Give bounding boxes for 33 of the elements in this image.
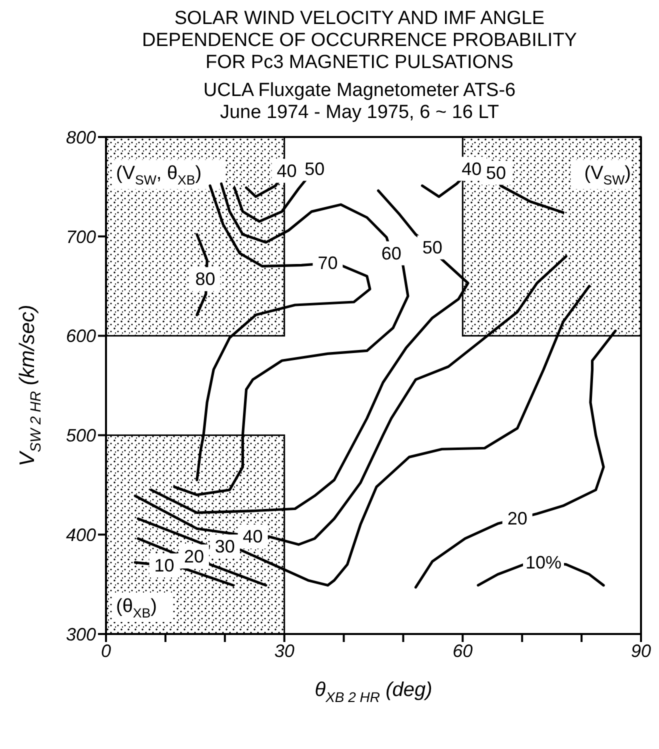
annotation: (V$_{SW}$) xyxy=(584,163,631,188)
annotation: 20 xyxy=(507,508,528,529)
line-series xyxy=(196,184,372,482)
annotation: 40 xyxy=(462,158,482,179)
y-tick-label: 500 xyxy=(66,426,96,446)
annotation: 50 xyxy=(304,158,325,179)
annotation: 50 xyxy=(422,237,442,258)
x-tick-label: 90 xyxy=(630,640,652,661)
y-tick-label: 300 xyxy=(66,624,96,644)
annotation: 40 xyxy=(276,160,297,181)
line-series xyxy=(150,189,470,514)
line-series xyxy=(136,284,591,587)
annotation: (θ$_{XB}$) xyxy=(116,596,157,621)
line-series xyxy=(414,330,617,589)
chart-title: SOLAR WIND VELOCITY AND IMF ANGLE DEPENDENCE OF OCCURRENCE PROBABILITY FOR Pc3 MAGNETIC PULSATIONS xyxy=(141,8,578,74)
annotation: (V$_{SW}$, θ$_{XB}$) xyxy=(116,163,202,188)
x-tick-label: 0 xyxy=(100,640,112,661)
y-tick-label: 700 xyxy=(66,226,96,247)
annotation: 40 xyxy=(242,526,263,547)
y-tick-label: 600 xyxy=(66,326,96,346)
annotation: 60 xyxy=(381,243,402,264)
x-tick-label: 30 xyxy=(274,640,294,661)
x-tick-label: 60 xyxy=(452,640,473,661)
annotation: 80 xyxy=(195,269,216,290)
annotation: 20 xyxy=(184,546,204,566)
annotation: 70 xyxy=(318,253,338,274)
y-tick-label: 800 xyxy=(66,127,96,148)
annotation: 30 xyxy=(214,536,235,557)
y-tick-label: 400 xyxy=(66,524,96,545)
annotation: 10 xyxy=(154,555,174,576)
annotation: 50 xyxy=(486,162,506,183)
x-axis-title: θ$_{XB 2 HR}$ (deg) xyxy=(314,679,432,705)
chart-subtitle: UCLA Fluxgate Magnetometer ATS-6 June 1974 - May 1975, 6 ~ 16 LT xyxy=(202,80,517,124)
